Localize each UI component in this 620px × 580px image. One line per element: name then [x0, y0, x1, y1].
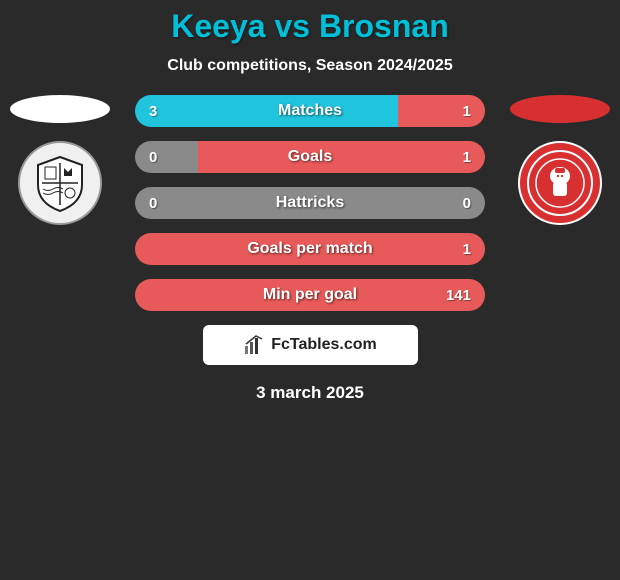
stat-seg-right: 0: [310, 187, 485, 219]
stat-seg-right: 141: [149, 279, 485, 311]
stat-row: 01Goals: [135, 141, 485, 173]
stat-value-left: 0: [149, 149, 157, 166]
stat-value-right: 1: [463, 149, 471, 166]
stat-row: 141Min per goal: [135, 279, 485, 311]
stat-seg-left: [135, 233, 149, 265]
comparison-panel: 31Matches01Goals00Hattricks1Goals per ma…: [0, 95, 620, 311]
stat-value-right: 1: [463, 241, 471, 258]
stat-seg-right: 1: [198, 141, 485, 173]
shield-icon: [30, 153, 90, 213]
club-crest-icon: [525, 148, 595, 218]
page-title: Keeya vs Brosnan: [0, 0, 620, 45]
stat-seg-right: 1: [149, 233, 485, 265]
team-left-ellipse: [10, 95, 110, 123]
stat-row: 1Goals per match: [135, 233, 485, 265]
stat-value-left: 3: [149, 103, 157, 120]
subtitle: Club competitions, Season 2024/2025: [0, 57, 620, 75]
stat-seg-right: 1: [398, 95, 486, 127]
team-left-badge: [10, 95, 110, 235]
stat-row: 00Hattricks: [135, 187, 485, 219]
stat-value-right: 141: [446, 287, 471, 304]
stat-seg-left: 3: [135, 95, 398, 127]
stat-seg-left: 0: [135, 141, 198, 173]
stat-row: 31Matches: [135, 95, 485, 127]
stat-value-right: 0: [463, 195, 471, 212]
chart-icon: [243, 334, 265, 356]
stat-seg-left: [135, 279, 149, 311]
team-right-ellipse: [510, 95, 610, 123]
team-left-crest: [18, 141, 102, 225]
footer-date: 3 march 2025: [0, 383, 620, 403]
brand-box: FcTables.com: [203, 325, 418, 365]
team-right-badge: [510, 95, 610, 235]
stat-bars: 31Matches01Goals00Hattricks1Goals per ma…: [135, 95, 485, 311]
brand-text: FcTables.com: [271, 336, 377, 354]
stat-value-left: 0: [149, 195, 157, 212]
stat-value-right: 1: [463, 103, 471, 120]
team-right-crest: [518, 141, 602, 225]
stat-seg-left: 0: [135, 187, 310, 219]
